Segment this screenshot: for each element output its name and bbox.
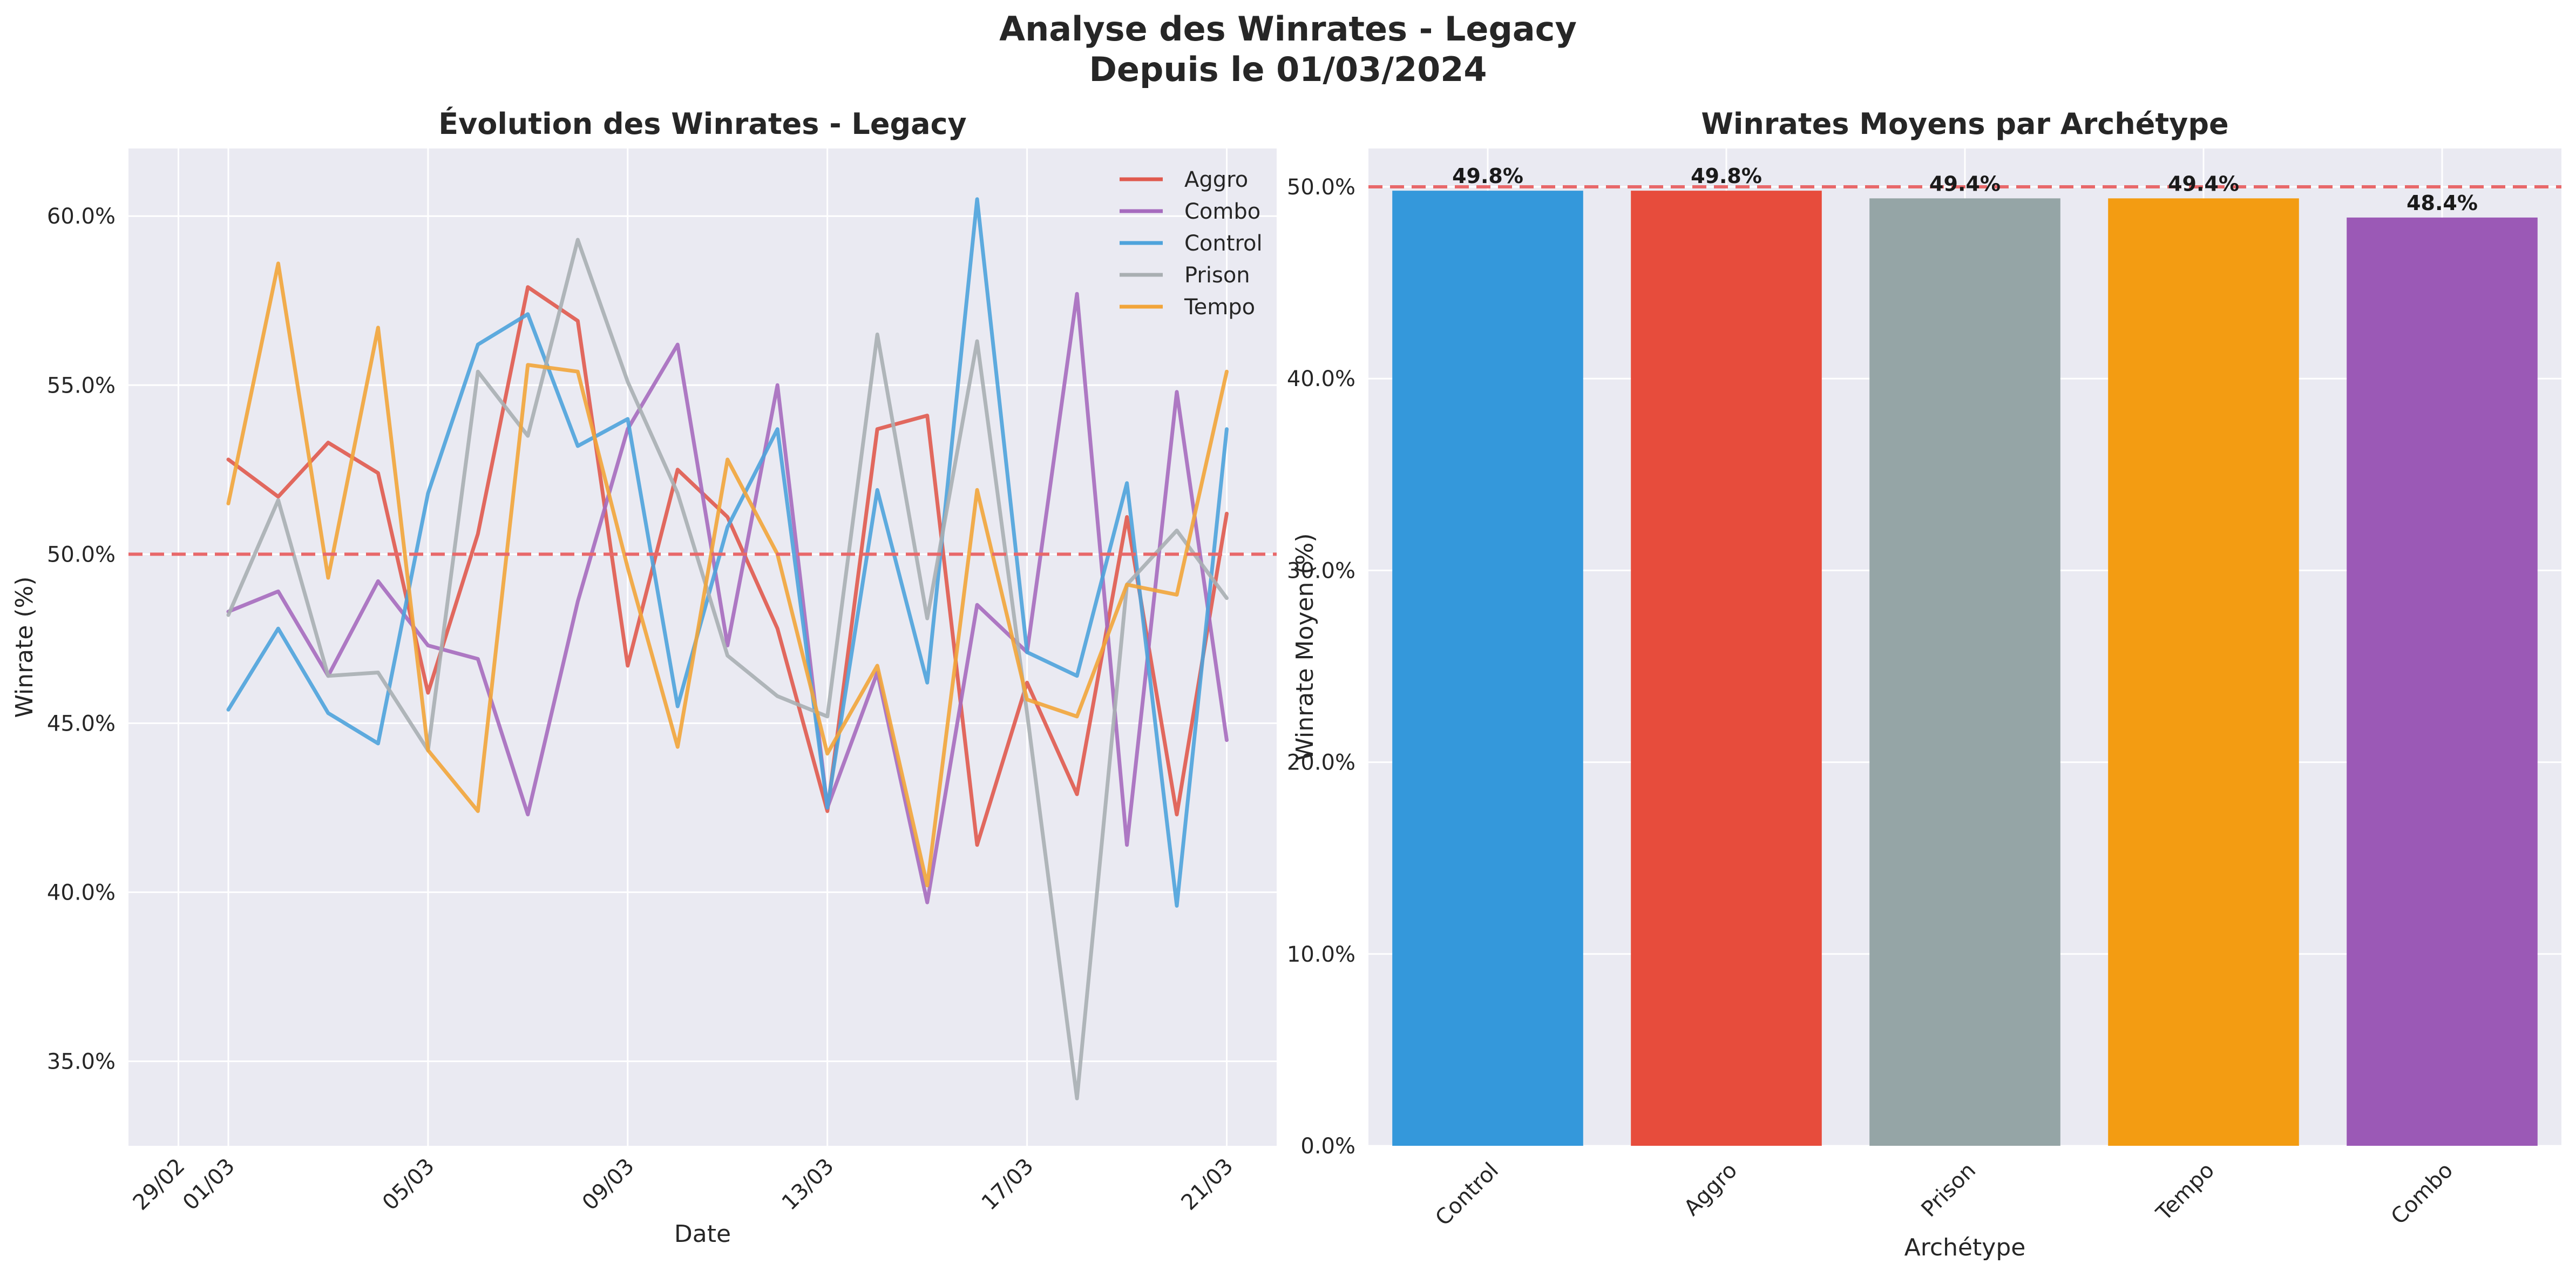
- bar-chart-x-tick-label: Control: [1431, 1158, 1503, 1231]
- line-chart-y-tick-label: 45.0%: [47, 711, 116, 736]
- line-series-prison: [226, 238, 1229, 1100]
- bar-chart-x-tick-label: Tempo: [2151, 1158, 2219, 1226]
- line-chart-grid: [128, 148, 1277, 1146]
- line-chart-y-tick-label: 50.0%: [47, 542, 116, 567]
- line-chart-y-tick-label: 40.0%: [47, 880, 116, 905]
- bar-chart: 49.8% 49.8% 49.4% 49.4% 48.4% 0.0% 10.0% 20.0%…: [1287, 107, 2561, 1261]
- bar-chart-title: Winrates Moyens par Archétype: [1701, 107, 2228, 141]
- legend-label-control: Control: [1184, 231, 1263, 256]
- figure-subtitle: Depuis le 01/03/2024: [1089, 50, 1487, 89]
- bar-chart-x-tick-label: Aggro: [1679, 1158, 1742, 1221]
- line-chart-legend: Aggro Combo Control Prison Tempo: [1120, 167, 1263, 320]
- line-chart-x-tick-label: 05/03: [378, 1154, 439, 1215]
- line-chart-y-tick-label: 55.0%: [47, 373, 116, 398]
- bar-aggro: [1631, 191, 1822, 1146]
- bar-chart-x-tick-label: Prison: [1917, 1158, 1981, 1222]
- bar-value-label-prison: 49.4%: [1929, 172, 2001, 195]
- line-chart-x-tick-label: 01/03: [178, 1154, 240, 1215]
- line-chart-series: [226, 197, 1229, 1100]
- bar-chart-x-tick-label: Combo: [2387, 1158, 2458, 1229]
- line-chart-y-tick-label: 60.0%: [47, 204, 116, 229]
- bar-control: [1392, 191, 1583, 1146]
- line-chart-y-ticks: 35.0% 40.0% 45.0% 50.0% 55.0% 60.0%: [47, 204, 116, 1074]
- legend-label-combo: Combo: [1184, 199, 1260, 224]
- bar-chart-y-tick-label: 30.0%: [1287, 558, 1355, 583]
- bar-chart-y-tick-label: 40.0%: [1287, 367, 1355, 391]
- line-chart-x-label: Date: [674, 1220, 731, 1248]
- line-chart: 35.0% 40.0% 45.0% 50.0% 55.0% 60.0% 29/0201/0…: [11, 107, 1277, 1248]
- bar-prison: [1869, 198, 2060, 1146]
- line-series-control: [226, 197, 1229, 908]
- legend-label-prison: Prison: [1184, 263, 1250, 288]
- line-chart-title: Évolution des Winrates - Legacy: [438, 107, 967, 141]
- bar-combo: [2347, 217, 2538, 1146]
- bar-chart-bars: [1392, 191, 2538, 1146]
- line-chart-x-tick-label: 09/03: [578, 1154, 639, 1215]
- legend-label-aggro: Aggro: [1184, 167, 1248, 192]
- line-series-combo: [226, 292, 1229, 904]
- bar-chart-y-tick-label: 50.0%: [1287, 175, 1355, 200]
- bar-chart-y-tick-label: 10.0%: [1287, 942, 1355, 967]
- line-series-tempo: [226, 261, 1229, 888]
- line-series-aggro: [226, 285, 1229, 847]
- figure-title: Analyse des Winrates - Legacy: [999, 9, 1577, 49]
- line-chart-x-tick-label: 29/02: [128, 1154, 190, 1215]
- bar-chart-y-tick-label: 20.0%: [1287, 751, 1355, 775]
- line-chart-y-label: Winrate (%): [11, 576, 38, 718]
- bar-chart-x-label: Archétype: [1904, 1234, 2026, 1261]
- bar-value-label-aggro: 49.8%: [1691, 164, 1762, 188]
- bar-value-label-control: 49.8%: [1452, 164, 1523, 188]
- bar-chart-y-ticks: 0.0% 10.0% 20.0% 30.0% 40.0% 50.0%: [1287, 175, 1355, 1159]
- bar-value-label-combo: 48.4%: [2406, 191, 2478, 215]
- line-chart-x-tick-label: 21/03: [1177, 1154, 1238, 1215]
- line-chart-x-tick-label: 13/03: [777, 1154, 839, 1215]
- line-chart-y-tick-label: 35.0%: [47, 1049, 116, 1074]
- bar-chart-y-label: Winrate Moyen (%): [1291, 533, 1319, 761]
- bar-chart-x-ticks: Control Aggro Prison Tempo Combo: [1431, 1158, 2458, 1231]
- legend-label-tempo: Tempo: [1184, 295, 1255, 320]
- bar-value-label-tempo: 49.4%: [2168, 172, 2239, 195]
- bar-chart-y-tick-label: 0.0%: [1300, 1134, 1355, 1159]
- bar-chart-value-labels: 49.8% 49.8% 49.4% 49.4% 48.4%: [1452, 164, 2478, 215]
- line-chart-x-tick-label: 17/03: [977, 1154, 1039, 1215]
- bar-tempo: [2108, 198, 2299, 1146]
